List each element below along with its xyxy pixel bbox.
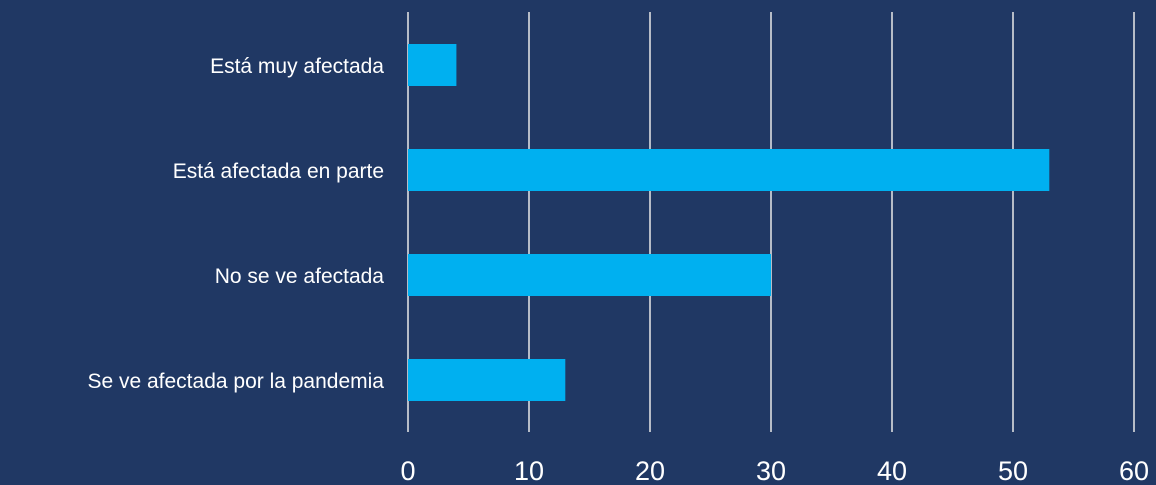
bars — [408, 44, 1050, 401]
gridlines — [407, 12, 1135, 432]
bar-1 — [408, 44, 457, 86]
x-tick-label: 20 — [635, 456, 665, 485]
x-axis-ticks: 0 10 20 30 40 50 60 — [400, 456, 1149, 485]
x-tick-label: 40 — [877, 456, 907, 485]
x-tick-label: 50 — [998, 456, 1028, 485]
x-tick-label: 60 — [1119, 456, 1149, 485]
category-label: Se ve afectada por la pandemia — [87, 370, 384, 393]
x-tick-label: 10 — [514, 456, 544, 485]
x-tick-label: 0 — [400, 456, 415, 485]
category-label: Está muy afectada — [210, 55, 384, 78]
category-label: Está afectada en parte — [173, 160, 384, 183]
category-label: No se ve afectada — [215, 265, 385, 288]
bar-4 — [408, 359, 566, 401]
x-tick-label: 30 — [756, 456, 786, 485]
bar-3 — [408, 254, 771, 296]
category-labels: Está muy afectada Está afectada en parte N… — [87, 55, 384, 393]
bar-2 — [408, 149, 1050, 191]
